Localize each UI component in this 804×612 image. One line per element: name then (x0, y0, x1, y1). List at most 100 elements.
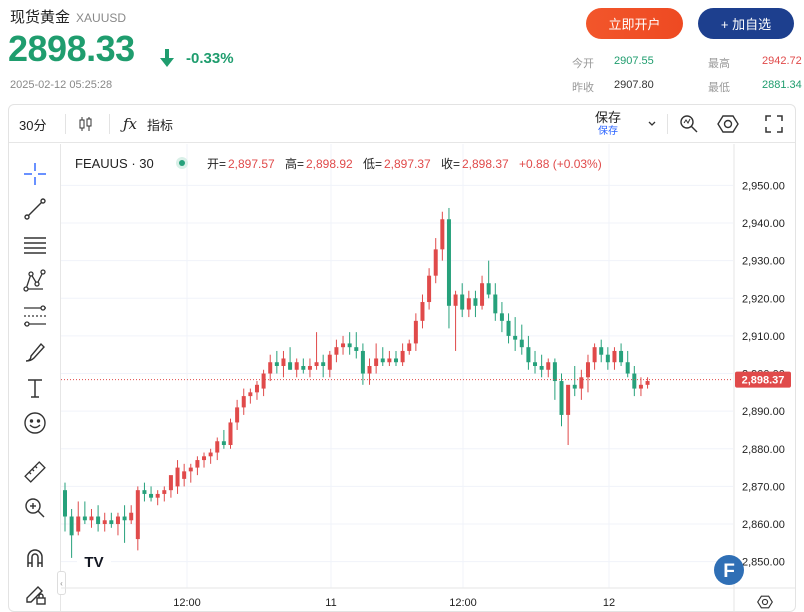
brush-tool[interactable] (21, 338, 49, 366)
candle (387, 350, 392, 366)
candle (427, 268, 432, 310)
search-chart-icon (680, 115, 698, 133)
candle (559, 373, 564, 427)
x-tick-label: 12 (603, 597, 615, 609)
candle (433, 238, 438, 284)
save-dropdown[interactable] (647, 105, 657, 143)
open-account-button[interactable]: 立即开户 (586, 8, 683, 39)
candle (585, 354, 590, 393)
chart-type-button[interactable] (77, 105, 95, 143)
candle (400, 343, 405, 366)
x-tick-label: 12:00 (449, 597, 477, 609)
legend-low-label: 低= (363, 157, 382, 171)
magnet-tool[interactable] (21, 544, 49, 572)
save-button[interactable]: 保存 保存 (595, 105, 621, 143)
candle (394, 350, 398, 366)
candle (188, 463, 193, 483)
crosshair-tool[interactable] (21, 160, 49, 188)
zoom-in-tool[interactable] (21, 494, 49, 522)
stat-label: 今开 (572, 58, 594, 70)
candle (572, 366, 577, 397)
lock-draw-tool[interactable] (21, 580, 49, 608)
y-tick-label: 2,940.00 (742, 218, 785, 230)
candle (499, 302, 504, 333)
candle (341, 335, 346, 355)
candle (76, 501, 81, 536)
stat-high: 最高 2942.72 (708, 55, 802, 71)
candle (367, 358, 372, 385)
legend-high-label: 高= (285, 156, 304, 171)
candle (129, 505, 134, 525)
collapse-toolbar-handle[interactable]: ‹ (57, 571, 66, 595)
legend-open-value: 2,897.57 (228, 157, 275, 171)
settings-button[interactable] (717, 105, 739, 143)
candle (248, 388, 253, 404)
y-tick-label: 2,880.00 (742, 444, 785, 456)
candle (195, 456, 200, 476)
candle (460, 283, 465, 318)
legend-close-value: 2,898.37 (462, 157, 509, 171)
trendline-tool[interactable] (21, 195, 49, 223)
candle (235, 399, 240, 430)
add-watchlist-button[interactable]: + 加自选 (698, 8, 794, 39)
candle (175, 460, 180, 494)
candle (202, 452, 207, 468)
stat-value: 2942.72 (762, 55, 802, 67)
legend-symbol: FEAUUS · 30 (75, 156, 154, 171)
fullscreen-button[interactable] (765, 105, 783, 143)
candlestick-chart[interactable]: 2,950.00 2,940.00 2,930.00 2,920.00 2,910.00… (61, 144, 796, 612)
candle (321, 354, 326, 378)
price-label-tag: 2,898.37 (735, 371, 791, 388)
candle (453, 290, 458, 351)
candle (261, 369, 266, 397)
candle (480, 275, 485, 310)
candle (268, 354, 273, 382)
candle-type-icon (79, 117, 92, 131)
candle (446, 207, 451, 329)
candle (579, 369, 584, 400)
candle (294, 358, 299, 378)
svg-text:TV: TV (84, 554, 103, 571)
horizontal-lines-tool[interactable] (21, 231, 49, 259)
candle (314, 332, 319, 370)
instrument-symbol: XAUUSD (76, 11, 127, 25)
candle (182, 463, 187, 487)
pattern-icon (23, 269, 46, 292)
legend-close-label: 收= (441, 157, 460, 171)
stat-value: 2907.55 (614, 55, 654, 67)
candle (221, 429, 226, 449)
x-tick-label: 11 (325, 597, 336, 609)
fib-tool[interactable] (21, 302, 49, 330)
candle (360, 343, 365, 385)
legend-change: +0.88 (+0.03%) (519, 157, 602, 171)
candle (473, 290, 478, 318)
down-arrow-icon (160, 49, 174, 67)
emoji-tool[interactable] (21, 409, 49, 437)
legend-high-value: 2,898.92 (306, 157, 353, 171)
candle (552, 358, 557, 400)
candle (228, 418, 233, 449)
candle (115, 512, 120, 536)
candle (142, 482, 147, 502)
axis-settings-button[interactable] (757, 595, 773, 609)
candle (440, 211, 445, 261)
candle (162, 486, 167, 502)
text-tool-icon (28, 379, 42, 398)
ruler-tool[interactable] (21, 458, 49, 486)
y-tick-label: 2,870.00 (742, 481, 785, 493)
chart-toolbar: 30分 ƒx 指标 保存 保存 (9, 105, 795, 143)
quick-search-button[interactable] (679, 105, 699, 143)
candle (546, 358, 551, 378)
brush-icon (25, 342, 45, 362)
interval-selector[interactable]: 30分 (19, 117, 47, 133)
indicators-button[interactable]: ƒx 指标 (123, 105, 173, 143)
stat-value: 2907.80 (614, 79, 654, 91)
y-tick-label: 2,890.00 (742, 406, 785, 418)
legend-low-value: 2,897.37 (384, 157, 431, 171)
candle (274, 350, 279, 374)
stat-value: 2881.34 (762, 79, 802, 91)
fib-icon (24, 305, 46, 327)
pattern-tool[interactable] (21, 267, 49, 295)
candle (89, 508, 94, 528)
text-tool[interactable] (21, 374, 49, 402)
